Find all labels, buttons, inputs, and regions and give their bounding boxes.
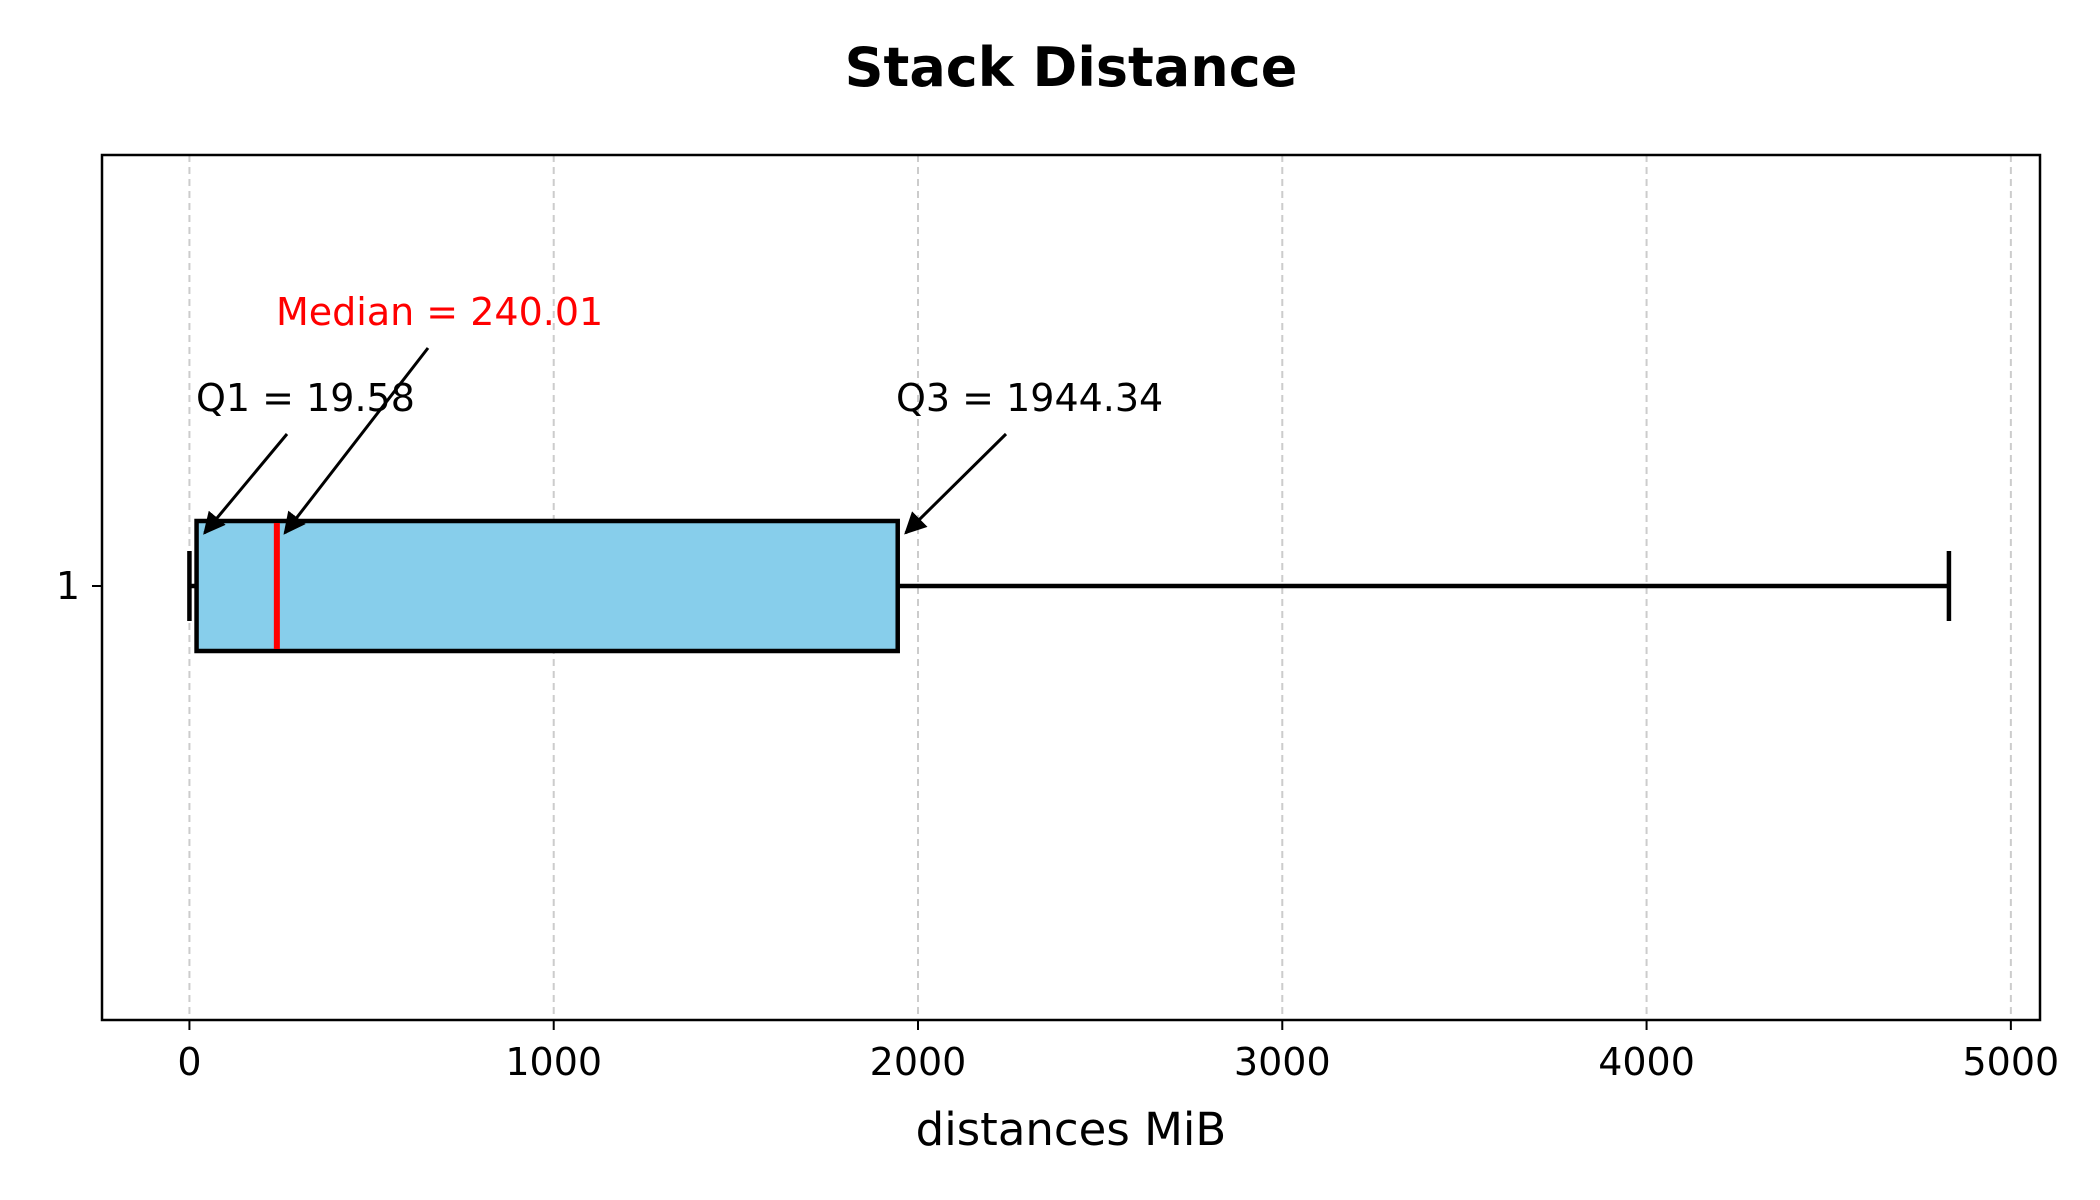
iqr-box [194,518,900,654]
plot-frame [100,153,2042,1022]
x-axis-ticks: 0 1000 2000 3000 4000 5000 [177,1020,2059,1084]
x-tick-label: 5000 [1962,1040,2059,1084]
y-axis-ticks: 1 [56,564,102,608]
annotation-q3-arrow [904,432,1008,535]
x-tick-label: 2000 [870,1040,967,1084]
annotation-q3-label: Q3 = 1944.34 [896,376,1163,420]
annotation-median-arrow [283,347,430,535]
y-tick-label: 1 [56,564,80,608]
annotation-q1-arrow [203,433,289,535]
annotations: Q1 = 19.58 Median = 240.01 Q3 = 1944.34 [196,290,1163,535]
annotation-median-label: Median = 240.01 [276,290,603,334]
box-plot [187,518,1952,654]
x-tick-label: 3000 [1234,1040,1331,1084]
x-tick-label: 4000 [1598,1040,1695,1084]
x-tick-label: 1000 [505,1040,602,1084]
chart-title: Stack Distance [845,36,1298,99]
x-axis-label: distances MiB [916,1103,1227,1156]
x-tick-label: 0 [177,1040,201,1084]
annotation-q1-label: Q1 = 19.58 [196,376,415,420]
